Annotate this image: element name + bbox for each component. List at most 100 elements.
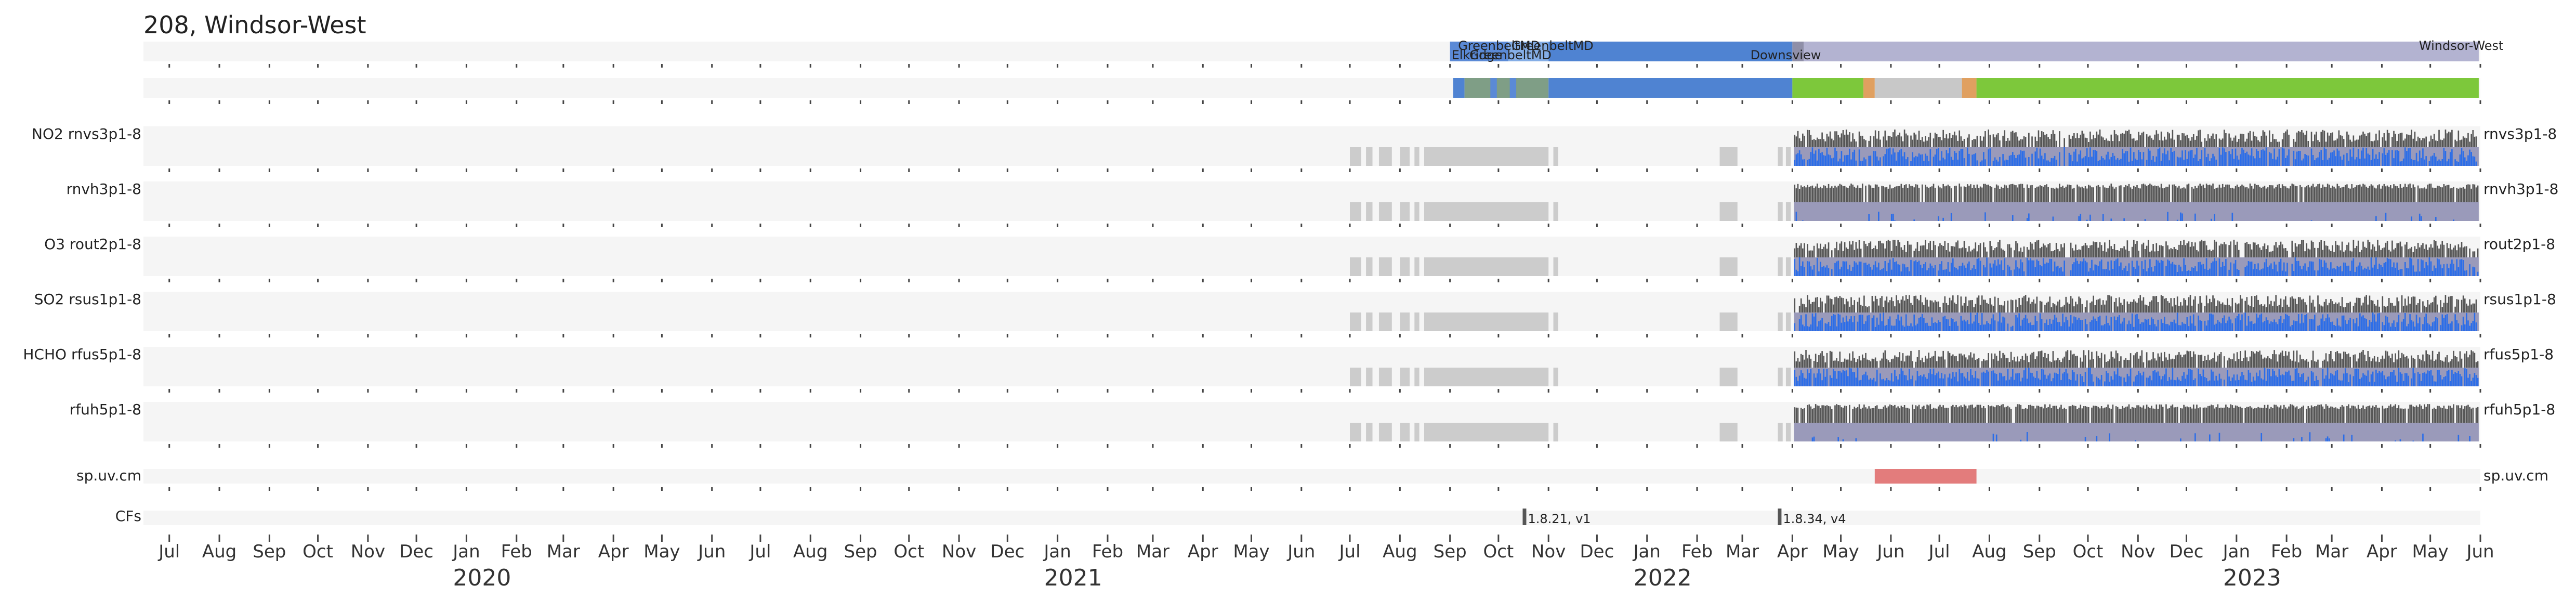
track-tick	[1840, 100, 1842, 104]
track-tick	[958, 64, 960, 68]
track-tick	[2331, 444, 2333, 448]
data-block	[1414, 147, 1420, 166]
track-tick	[562, 64, 564, 68]
x-tick	[1202, 535, 1204, 542]
track-tick	[612, 64, 614, 68]
track-tick	[2285, 487, 2288, 491]
track-tick	[1449, 64, 1451, 68]
track-tick	[1646, 487, 1648, 491]
data-block	[1400, 312, 1410, 331]
x-tick	[612, 535, 614, 542]
track-tick	[2331, 64, 2333, 68]
x-tick	[711, 535, 713, 542]
row-label-right: rnvh3p1-8	[2483, 180, 2558, 198]
track-tick	[1938, 389, 1940, 393]
track-tick	[1057, 168, 1059, 172]
track-tick	[218, 224, 220, 227]
track-tick	[2429, 100, 2432, 104]
track-tick	[1890, 444, 1892, 448]
track-tick	[1497, 444, 1500, 448]
data-block	[1778, 368, 1783, 386]
track-tick	[1741, 168, 1743, 172]
track-tick	[2285, 168, 2288, 172]
x-tick	[268, 535, 270, 542]
location-segment	[1548, 42, 1793, 61]
x-tick	[218, 535, 220, 542]
data-block	[1778, 423, 1783, 441]
data-block	[1400, 257, 1410, 276]
track-tick	[2429, 334, 2432, 337]
track-tick	[1202, 444, 1204, 448]
track-tick	[1741, 100, 1743, 104]
location-label: GreenbeltMD	[1458, 38, 1540, 53]
x-tick	[2137, 535, 2139, 542]
track-tick	[317, 279, 319, 282]
x-tick-label: May	[1233, 541, 1269, 562]
track-tick	[1741, 224, 1743, 227]
track-tick	[1300, 334, 1303, 337]
x-tick	[1006, 535, 1008, 542]
x-tick-label: Dec	[2170, 541, 2204, 562]
data-block	[1400, 368, 1410, 386]
track-tick	[1497, 168, 1500, 172]
track-tick	[860, 389, 862, 393]
track-tick	[1057, 100, 1059, 104]
track-tick	[809, 100, 811, 104]
track-tick	[908, 487, 910, 491]
track-tick	[268, 444, 270, 448]
track-tick	[809, 389, 811, 393]
track-tick	[168, 444, 170, 448]
track-tick	[958, 444, 960, 448]
track-tick	[268, 168, 270, 172]
track-tick	[2285, 64, 2288, 68]
track-tick	[367, 444, 369, 448]
track-tick	[1696, 444, 1698, 448]
track-tick	[168, 487, 170, 491]
data-block	[1400, 147, 1410, 166]
data-block	[1719, 147, 1738, 166]
track-tick	[1547, 334, 1549, 337]
track-tick	[168, 279, 170, 282]
track-tick	[1988, 224, 1990, 227]
track-tick	[218, 334, 220, 337]
status-segment	[1509, 78, 1517, 98]
track-tick	[168, 224, 170, 227]
data-block	[1719, 257, 1738, 276]
track-tick	[2285, 279, 2288, 282]
track-tick	[1497, 279, 1500, 282]
track-tick	[1988, 389, 1990, 393]
track-tick	[809, 64, 811, 68]
track-tick	[1107, 64, 1109, 68]
track-tick	[1057, 389, 1059, 393]
track-tick	[1840, 487, 1842, 491]
track-tick	[1938, 100, 1940, 104]
x-tick-label: Jun	[697, 541, 726, 562]
track-tick	[2186, 64, 2188, 68]
track-tick	[1202, 100, 1204, 104]
track-tick	[1596, 168, 1598, 172]
data-block	[1553, 257, 1558, 276]
x-tick-label: Sep	[1434, 541, 1467, 562]
track-tick	[2331, 224, 2333, 227]
track-tick	[2429, 279, 2432, 282]
track-tick	[1840, 279, 1842, 282]
track-tick	[1449, 168, 1451, 172]
track-tick	[2236, 100, 2238, 104]
x-tick-label: Sep	[2023, 541, 2056, 562]
track-tick	[268, 334, 270, 337]
x-tick-label: Sep	[253, 541, 286, 562]
track-tick	[2479, 64, 2481, 68]
track-tick	[860, 279, 862, 282]
track-tick	[1449, 224, 1451, 227]
status-segment	[1874, 78, 1962, 98]
x-tick	[367, 535, 369, 542]
x-tick	[317, 535, 319, 542]
spuv-segment	[1874, 469, 1977, 484]
track-tick	[415, 487, 417, 491]
track-tick	[2381, 224, 2383, 227]
track-tick	[415, 334, 417, 337]
track-tick	[1449, 487, 1451, 491]
status-segment	[1863, 78, 1875, 98]
data-block	[1366, 423, 1373, 441]
x-tick-label: Aug	[1972, 541, 2006, 562]
